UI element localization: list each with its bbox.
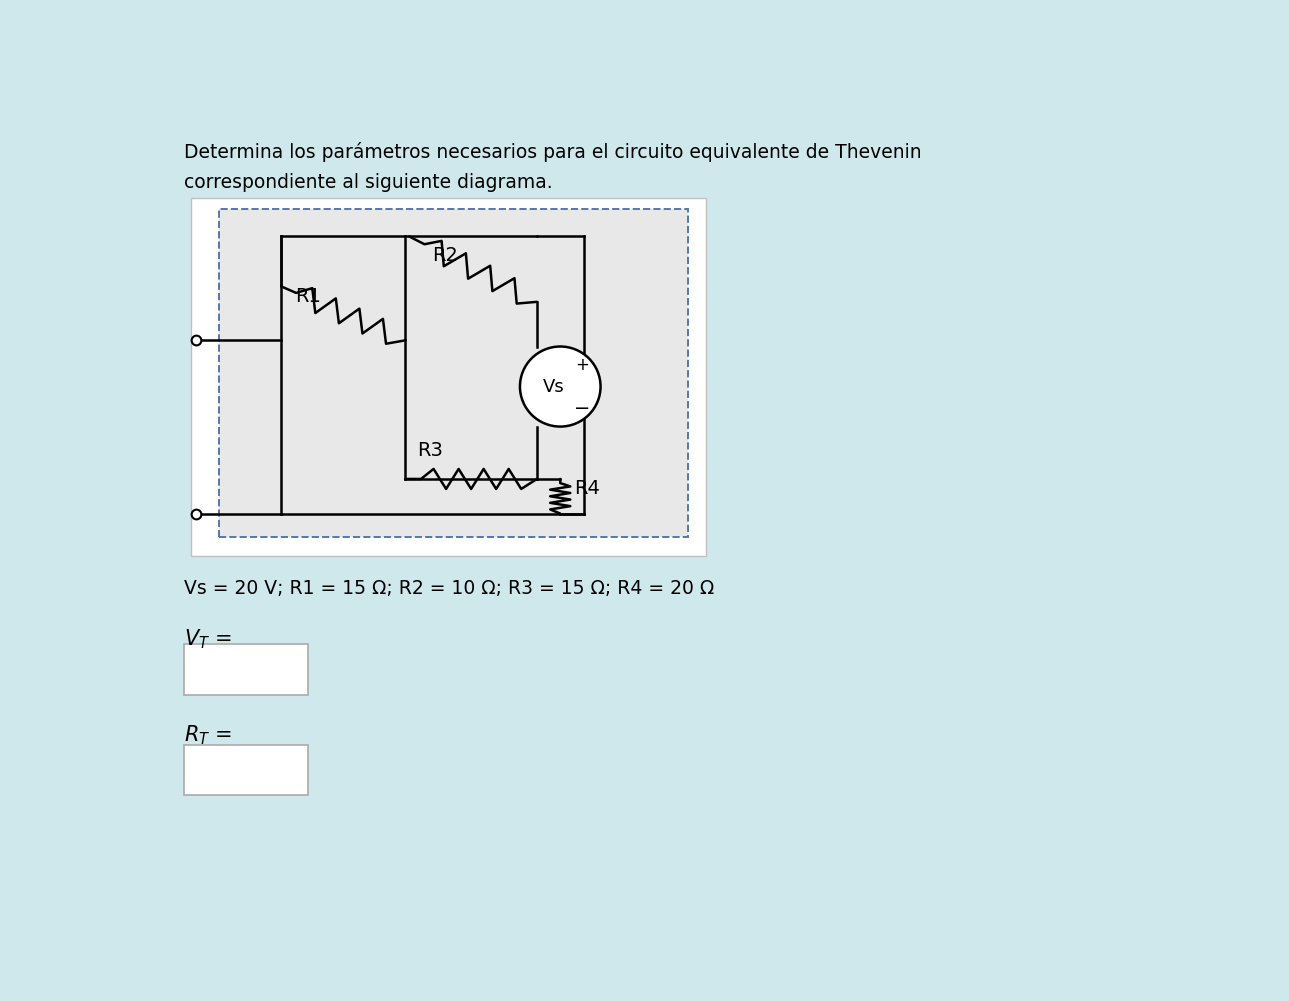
Text: Vs = 20 V; R1 = 15 Ω; R2 = 10 Ω; R3 = 15 Ω; R4 = 20 Ω: Vs = 20 V; R1 = 15 Ω; R2 = 10 Ω; R3 = 15… <box>184 579 714 598</box>
FancyBboxPatch shape <box>184 745 308 795</box>
Circle shape <box>519 346 601 426</box>
Text: R1: R1 <box>295 286 321 305</box>
FancyBboxPatch shape <box>184 645 308 695</box>
Text: $R_T$ =: $R_T$ = <box>184 723 232 747</box>
FancyBboxPatch shape <box>191 198 706 556</box>
Text: correspondiente al siguiente diagrama.: correspondiente al siguiente diagrama. <box>184 173 553 192</box>
Text: R3: R3 <box>416 440 442 459</box>
Text: Vs: Vs <box>543 377 565 395</box>
Text: Determina los parámetros necesarios para el circuito equivalente de Thevenin: Determina los parámetros necesarios para… <box>184 142 922 162</box>
Text: R4: R4 <box>574 479 601 498</box>
Text: R2: R2 <box>432 246 458 265</box>
Text: +: + <box>575 356 589 374</box>
Text: −: − <box>574 398 590 417</box>
FancyBboxPatch shape <box>219 209 688 537</box>
Text: $V_T$ =: $V_T$ = <box>184 628 232 651</box>
